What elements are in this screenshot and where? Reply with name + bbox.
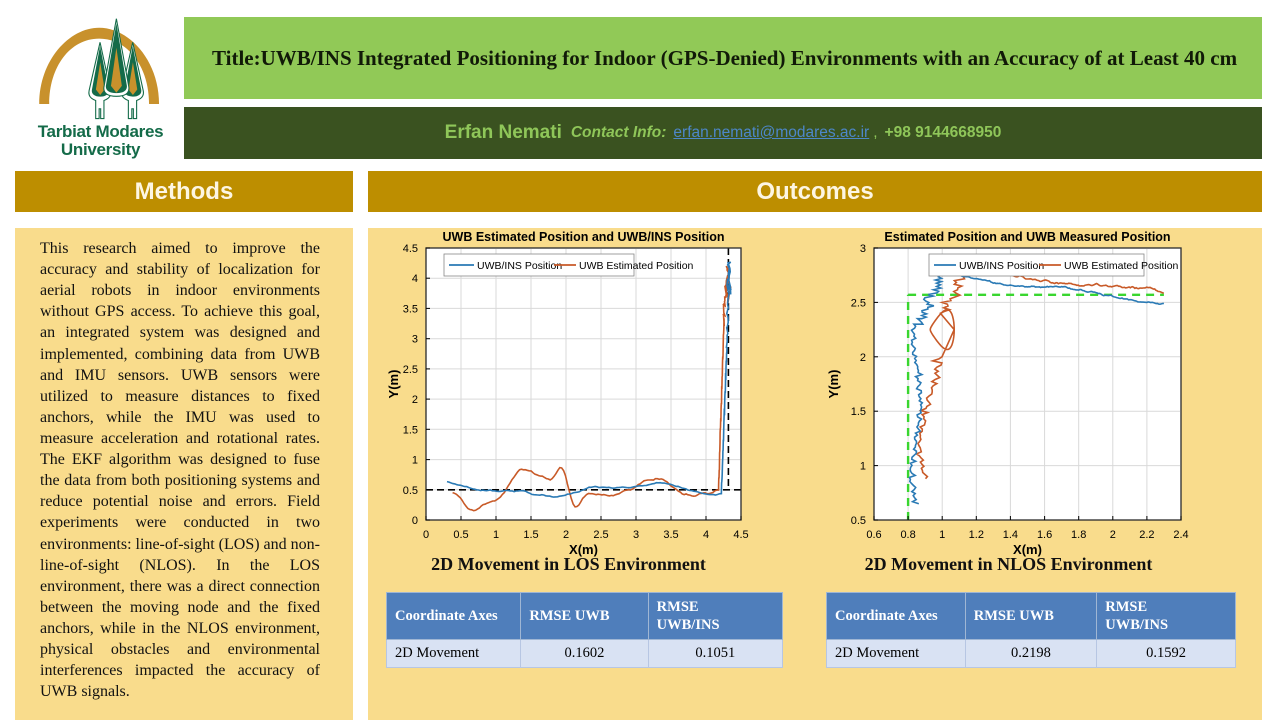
svg-text:4.5: 4.5	[403, 243, 418, 255]
svg-text:3: 3	[633, 529, 639, 541]
svg-text:1: 1	[412, 455, 418, 467]
svg-text:2.4: 2.4	[1173, 529, 1188, 541]
svg-text:1.5: 1.5	[403, 424, 418, 436]
svg-text:2: 2	[563, 529, 569, 541]
svg-text:2.5: 2.5	[593, 529, 608, 541]
svg-text:0.5: 0.5	[851, 515, 866, 527]
svg-text:1.2: 1.2	[969, 529, 984, 541]
svg-text:2: 2	[860, 352, 866, 364]
svg-text:0: 0	[423, 529, 429, 541]
svg-text:2.5: 2.5	[403, 364, 418, 376]
svg-text:Estimated Position and UWB Mea: Estimated Position and UWB Measured Posi…	[884, 230, 1170, 244]
svg-text:1: 1	[939, 529, 945, 541]
svg-text:1.5: 1.5	[523, 529, 538, 541]
svg-text:3: 3	[412, 334, 418, 346]
svg-text:2.2: 2.2	[1139, 529, 1154, 541]
svg-text:2.5: 2.5	[851, 297, 866, 309]
svg-text:3.5: 3.5	[663, 529, 678, 541]
svg-text:UWB/INS Position: UWB/INS Position	[477, 260, 562, 272]
svg-text:2: 2	[1110, 529, 1116, 541]
svg-text:UWB Estimated Position: UWB Estimated Position	[1064, 260, 1179, 272]
svg-text:0.5: 0.5	[453, 529, 468, 541]
svg-text:0: 0	[412, 515, 418, 527]
svg-text:4: 4	[412, 273, 418, 285]
svg-text:3: 3	[860, 243, 866, 255]
svg-text:1: 1	[860, 461, 866, 473]
svg-text:2: 2	[412, 394, 418, 406]
svg-text:0.8: 0.8	[900, 529, 915, 541]
svg-text:3.5: 3.5	[403, 303, 418, 315]
svg-text:1.8: 1.8	[1071, 529, 1086, 541]
svg-text:Y(m): Y(m)	[826, 370, 841, 399]
svg-text:1.6: 1.6	[1037, 529, 1052, 541]
svg-text:UWB Estimated Position: UWB Estimated Position	[579, 260, 694, 272]
svg-text:0.6: 0.6	[866, 529, 881, 541]
svg-text:1.4: 1.4	[1003, 529, 1018, 541]
svg-text:Y(m): Y(m)	[386, 370, 401, 399]
svg-text:1: 1	[493, 529, 499, 541]
svg-text:4.5: 4.5	[733, 529, 748, 541]
svg-text:1.5: 1.5	[851, 406, 866, 418]
svg-text:UWB/INS Position: UWB/INS Position	[959, 260, 1044, 272]
svg-text:0.5: 0.5	[403, 485, 418, 497]
svg-text:UWB Estimated Position and UWB: UWB Estimated Position and UWB/INS Posit…	[443, 230, 725, 244]
svg-text:4: 4	[703, 529, 709, 541]
